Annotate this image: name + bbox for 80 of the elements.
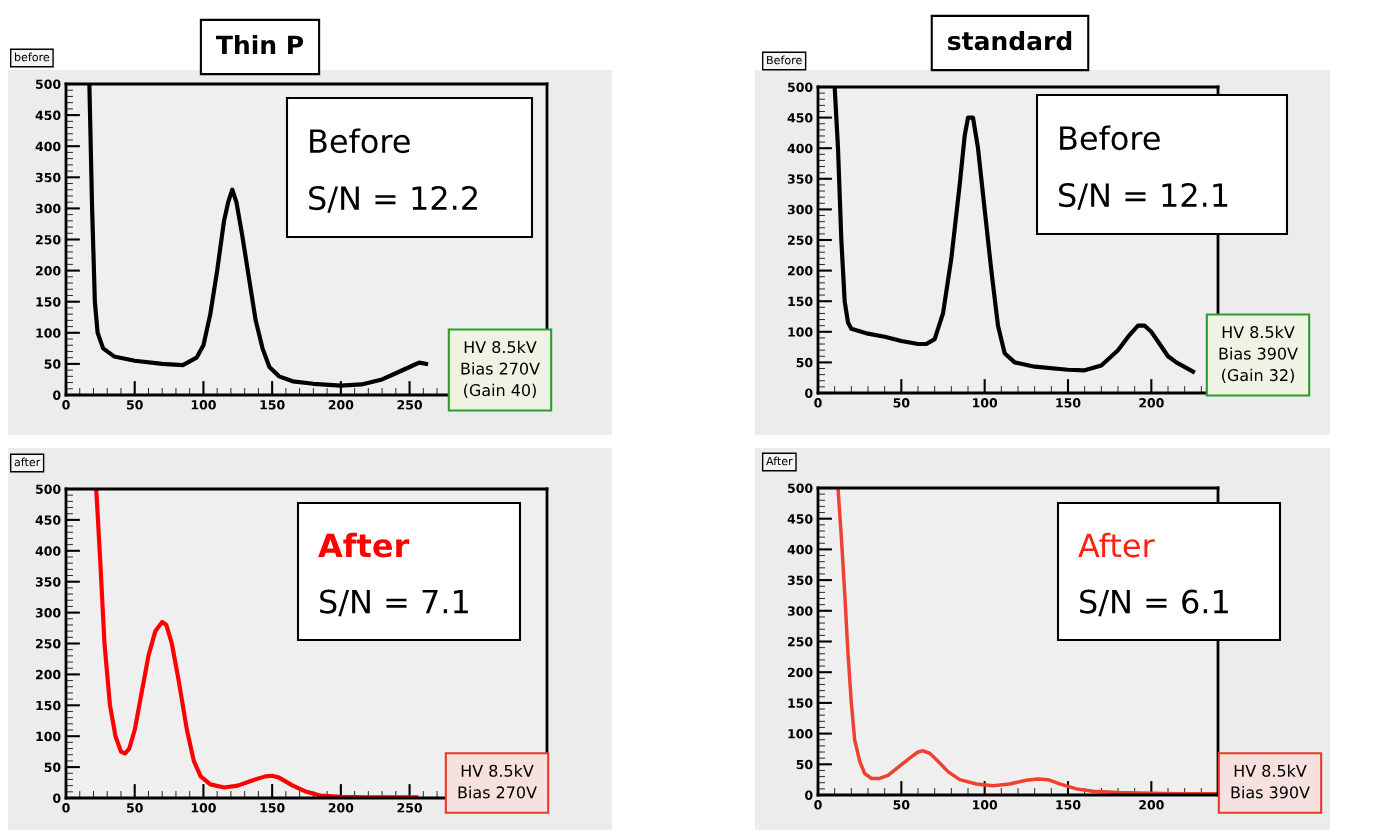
x-tick-label: 50 [126,400,143,410]
annotation: HV 8.5kV Bias 270V (Gain 40) [461,340,540,399]
x-tick-label: 250 [397,400,423,410]
x-tick-label: 100 [191,803,216,813]
x-tick-label: 100 [973,800,998,810]
x-tick-label: 200 [328,803,354,813]
text: HV 8.5kV Bias 390V (Gain 32) [1219,325,1298,384]
y-tick-label: 400 [35,141,61,152]
y-tick-label: 400 [787,544,813,555]
y-tick-label: 350 [787,174,813,184]
annotation: After S/N = 6.1 [1078,532,1228,617]
y-tick-label: 500 [788,82,813,92]
chart-title: standard [948,30,1072,51]
y-tick-label: 250 [36,638,61,649]
chart-title: Thin P [216,34,304,54]
y-tick-label: 450 [35,110,61,121]
y-tick-label: 350 [787,575,813,586]
annotation: Before S/N = 12.2 [309,128,477,213]
y-tick-label: 450 [787,514,813,524]
x-tick-label: 0 [62,803,70,813]
y-tick-label: 400 [35,546,61,556]
y-tick-label: 350 [35,172,61,183]
annotation: HV 8.5kV Bias 270V [458,764,537,799]
y-tick-label: 100 [788,729,813,739]
chart-subtitle: Before [767,55,802,65]
y-tick-label: 250 [788,235,813,245]
y-tick-label: 200 [36,669,61,680]
x-tick-label: 0 [62,400,70,410]
y-tick-label: 300 [35,608,61,618]
y-tick-label: 150 [36,297,61,307]
x-tick-label: 100 [191,400,216,410]
chart-subtitle: before [15,52,50,62]
annotation: After S/N = 7.1 [318,532,468,617]
chart-subtitle: After [766,456,793,466]
y-tick-label: 200 [36,266,61,276]
y-tick-label: 450 [787,113,813,123]
y-tick-label: 150 [788,296,813,307]
y-tick-label: 100 [36,731,61,742]
y-tick-label: 150 [788,698,813,708]
y-tick-label: 500 [788,483,813,493]
y-tick-label: 50 [44,762,61,773]
y-tick-label: 100 [36,328,61,338]
x-tick-label: 200 [328,400,354,410]
x-tick-label: 0 [814,800,822,810]
x-tick-label: 150 [260,400,285,410]
x-tick-label: 200 [1139,800,1164,810]
y-tick-label: 0 [53,390,61,400]
x-tick-label: 150 [1056,800,1081,810]
y-tick-label: 50 [44,359,61,369]
annotation: Before S/N = 12.1 [1059,125,1228,210]
x-tick-label: 0 [814,398,822,408]
y-tick-label: 300 [787,606,813,616]
y-tick-label: 50 [796,357,813,368]
y-tick-label: 200 [788,667,813,678]
x-tick-label: 250 [397,803,423,813]
text: HV 8.5kV Bias 390V [1231,764,1310,799]
x-tick-label: 200 [1139,398,1164,408]
y-tick-label: 450 [35,515,61,525]
y-tick-label: 300 [35,203,61,214]
y-tick-label: 0 [53,793,61,803]
y-tick-label: 500 [36,484,61,494]
y-tick-label: 250 [36,234,61,245]
x-tick-label: 50 [893,800,910,810]
x-tick-label: 150 [1056,398,1081,408]
y-tick-label: 0 [805,790,813,800]
y-tick-label: 150 [36,700,61,711]
y-tick-label: 250 [788,636,813,647]
y-tick-label: 300 [787,204,813,215]
y-tick-label: 350 [35,577,61,587]
x-tick-label: 50 [893,398,910,408]
y-tick-label: 400 [787,143,813,154]
x-tick-label: 50 [126,803,143,813]
y-tick-label: 200 [788,266,813,276]
y-tick-label: 50 [796,759,813,770]
x-tick-label: 100 [973,398,998,408]
y-tick-label: 100 [788,327,813,337]
x-tick-label: 150 [260,803,285,813]
y-tick-label: 500 [36,79,61,89]
y-tick-label: 0 [805,388,813,398]
chart-subtitle: after [14,457,41,467]
